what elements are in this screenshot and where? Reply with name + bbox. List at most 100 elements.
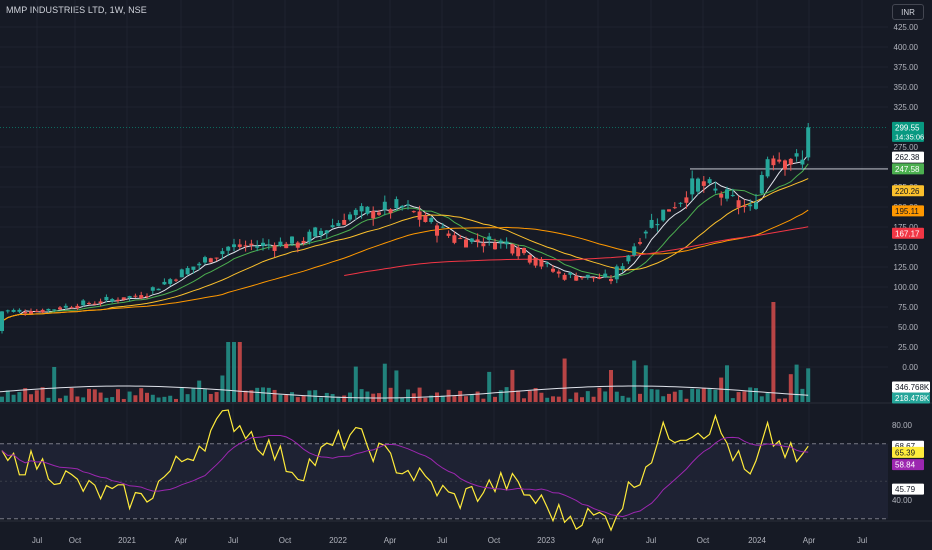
volume-bar <box>417 387 422 402</box>
volume-bar <box>690 388 695 402</box>
volume-bar <box>342 395 347 402</box>
candle <box>0 311 4 331</box>
candle <box>690 178 695 195</box>
volume-bar <box>208 393 213 402</box>
candle <box>365 206 370 214</box>
price-label <box>892 185 924 197</box>
price-label <box>892 121 924 142</box>
volume-bar <box>568 398 573 402</box>
volume-bar <box>655 389 660 402</box>
price-tick-label: 75.00 <box>898 303 919 312</box>
volume-bar <box>382 363 387 402</box>
candle <box>707 179 712 184</box>
price-label <box>892 483 924 495</box>
candle <box>237 244 242 247</box>
rsi-band <box>0 443 888 520</box>
volume-bar <box>556 396 561 402</box>
candle <box>5 310 10 312</box>
volume-bar <box>40 387 45 402</box>
candle <box>806 127 811 158</box>
candle <box>568 272 573 275</box>
candle <box>475 239 480 242</box>
time-tick-label: Jul <box>857 536 867 545</box>
candle <box>626 255 631 262</box>
currency-button[interactable]: INR <box>892 4 924 20</box>
volume-bar <box>574 392 579 402</box>
candle <box>324 230 329 234</box>
candle <box>400 205 405 208</box>
candle <box>371 210 376 219</box>
volume-bar <box>504 387 509 402</box>
volume-bar <box>522 398 526 402</box>
volume-bar <box>620 395 625 402</box>
candle <box>748 204 753 207</box>
candle <box>226 246 231 251</box>
candle <box>609 278 613 282</box>
volume-bar <box>591 396 596 402</box>
volume-bar <box>759 396 764 402</box>
candle <box>139 295 144 299</box>
volume-bar <box>493 396 497 402</box>
volume-bar <box>0 396 4 402</box>
candle <box>655 223 660 226</box>
price-label <box>892 227 924 239</box>
moving-average-line <box>0 154 809 326</box>
candle <box>98 301 103 304</box>
volume-bar <box>110 397 115 402</box>
price-label <box>892 459 924 471</box>
time-tick-label: Apr <box>803 536 816 545</box>
candle <box>551 268 555 272</box>
price-tick-label: 325.00 <box>894 103 919 112</box>
volume-bar <box>179 387 184 402</box>
volume-bar <box>806 368 811 402</box>
volume-bar <box>336 396 341 402</box>
candle <box>730 195 735 197</box>
volume-bar <box>150 394 155 402</box>
price-tick-label: 25.00 <box>898 343 919 352</box>
volume-bar <box>394 370 399 402</box>
volume-bar <box>75 396 80 402</box>
candle <box>185 268 190 275</box>
candle <box>110 299 115 302</box>
price-tick-label: 425.00 <box>894 23 919 32</box>
volume-bar <box>359 389 364 402</box>
price-label-text: 45.79 <box>895 485 916 494</box>
volume-bar <box>58 398 62 402</box>
price-label-text: 299.55 <box>895 123 920 132</box>
volume-bar <box>87 388 91 402</box>
candle <box>643 231 648 234</box>
candle <box>191 266 196 270</box>
price-label <box>892 446 924 458</box>
candle <box>295 242 300 248</box>
volume-bar <box>649 389 654 402</box>
volume-bar <box>185 394 190 402</box>
candle <box>249 243 254 246</box>
price-tick-label: 175.00 <box>894 223 919 232</box>
candle <box>162 281 167 285</box>
moving-averages <box>0 127 888 326</box>
volume-bar <box>725 365 729 402</box>
volume-bar <box>203 389 207 402</box>
candle <box>69 307 74 309</box>
volume-bar <box>5 390 10 402</box>
candle <box>504 241 509 245</box>
candle <box>522 247 526 254</box>
candle <box>81 300 86 306</box>
volume-bar <box>191 388 196 402</box>
candle <box>742 205 747 207</box>
time-tick-label: 2021 <box>118 536 136 545</box>
volume-bar <box>742 391 747 402</box>
candle <box>684 197 689 203</box>
time-tick-label: Jul <box>437 536 447 545</box>
candle <box>336 222 341 227</box>
candle <box>771 158 776 166</box>
volume-bar <box>266 387 271 402</box>
candle <box>214 257 219 259</box>
time-tick-label: Apr <box>384 536 397 545</box>
volume-bar <box>696 389 700 402</box>
candle <box>150 287 155 291</box>
candle <box>493 242 497 250</box>
rsi-tick-label: 80.00 <box>892 421 913 430</box>
